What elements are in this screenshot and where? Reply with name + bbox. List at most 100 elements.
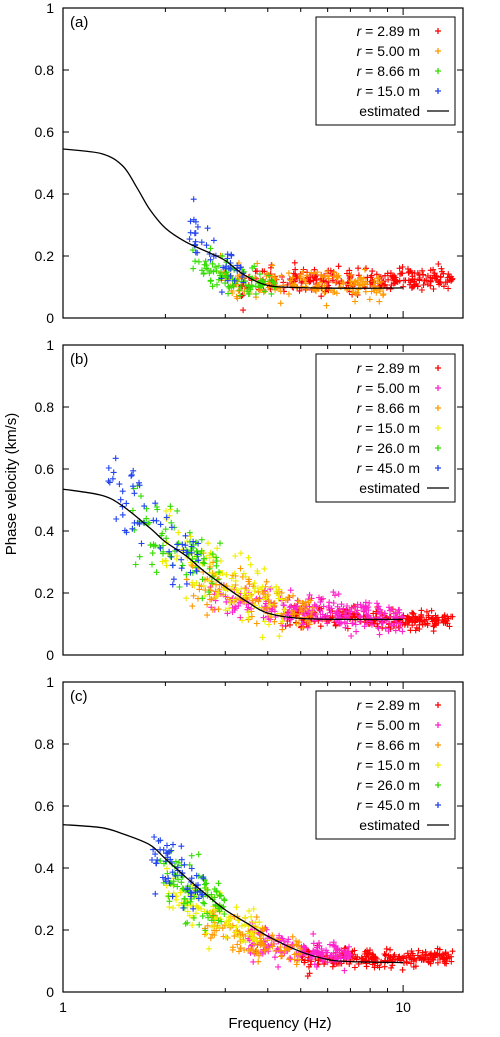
- panel-label: (c): [70, 688, 88, 705]
- data-point: [224, 277, 231, 284]
- series-45-0-m: [149, 834, 207, 912]
- data-point: [275, 963, 282, 970]
- data-point: [310, 930, 317, 937]
- legend-box: [315, 16, 456, 126]
- data-point: [344, 270, 350, 277]
- data-point: [192, 564, 199, 571]
- data-point: [328, 605, 335, 612]
- data-point: [175, 876, 181, 883]
- data-point: [249, 264, 256, 271]
- data-point: [224, 255, 231, 262]
- data-point: [435, 261, 442, 267]
- plot-frame: [62, 681, 464, 993]
- data-point: [253, 620, 260, 627]
- data-point: [172, 872, 179, 879]
- data-point: [387, 953, 394, 960]
- data-point: [430, 286, 437, 292]
- data-point: [215, 589, 222, 596]
- data-point: [268, 584, 275, 591]
- data-point: [444, 613, 451, 620]
- data-point: [359, 958, 366, 965]
- data-point: [304, 973, 311, 980]
- data-point: [343, 608, 350, 615]
- data-point: [178, 856, 185, 863]
- data-point: [400, 283, 407, 290]
- data-point: [260, 289, 267, 296]
- data-point: [316, 939, 322, 946]
- data-point: [396, 625, 403, 631]
- data-point: [233, 929, 239, 936]
- data-point: [136, 553, 143, 560]
- data-point: [187, 559, 194, 566]
- data-point: [351, 964, 358, 971]
- data-point: [169, 893, 176, 900]
- data-point: [157, 545, 164, 552]
- data-point: [427, 274, 434, 281]
- data-point: [332, 280, 339, 286]
- data-point: [234, 941, 241, 948]
- data-point: [203, 242, 210, 249]
- data-point: [200, 582, 207, 589]
- data-point: [354, 289, 361, 296]
- data-point: [336, 610, 343, 617]
- data-point: [346, 267, 353, 274]
- data-point: [174, 507, 181, 514]
- data-point: [240, 279, 247, 286]
- data-point: [321, 289, 328, 296]
- data-point: [208, 580, 215, 587]
- data-point: [202, 258, 209, 265]
- data-point: [323, 947, 330, 954]
- data-point: [244, 586, 251, 593]
- legend-entry-label: r = 2.89 m: [357, 697, 420, 713]
- data-point: [302, 280, 309, 287]
- data-point: [123, 500, 130, 507]
- legend-entry-label: r = 5.00 m: [357, 717, 420, 733]
- data-point: [399, 264, 406, 270]
- data-point: [285, 936, 292, 943]
- data-point: [254, 268, 260, 275]
- data-point: [293, 273, 300, 280]
- data-point: [339, 279, 346, 286]
- plot-frame: [62, 7, 464, 319]
- data-point: [205, 589, 212, 595]
- data-point: [203, 880, 210, 887]
- data-point: [160, 550, 166, 557]
- legend-entry-label: r = 5.00 m: [357, 380, 420, 396]
- data-point: [369, 268, 376, 275]
- data-point: [262, 278, 269, 285]
- data-point: [237, 264, 244, 271]
- data-point: [417, 954, 423, 961]
- data-point: [110, 469, 117, 476]
- data-point: [187, 218, 194, 225]
- data-point: [119, 488, 126, 495]
- data-point: [376, 631, 383, 638]
- data-point: [269, 943, 276, 950]
- data-point: [279, 626, 286, 633]
- data-point: [247, 946, 254, 952]
- data-point: [342, 624, 349, 631]
- data-point: [262, 288, 268, 295]
- y-tick-label: 1: [46, 0, 54, 16]
- data-point: [168, 524, 175, 531]
- data-point: [419, 267, 426, 274]
- data-point: [273, 583, 280, 590]
- data-point: [178, 565, 185, 572]
- data-point: [240, 570, 247, 577]
- data-point: [259, 634, 266, 641]
- data-point: [323, 278, 330, 285]
- data-point: [327, 941, 333, 948]
- data-point: [333, 279, 340, 286]
- data-point: [239, 274, 245, 280]
- data-point: [446, 623, 453, 630]
- data-point: [239, 937, 246, 944]
- data-point: [276, 633, 283, 640]
- data-point: [245, 291, 252, 298]
- data-point: [413, 957, 420, 963]
- data-point: [341, 948, 347, 955]
- data-point: [141, 503, 148, 510]
- data-point: [287, 603, 294, 610]
- data-point: [202, 587, 209, 594]
- data-point: [241, 947, 248, 953]
- data-point: [239, 617, 245, 624]
